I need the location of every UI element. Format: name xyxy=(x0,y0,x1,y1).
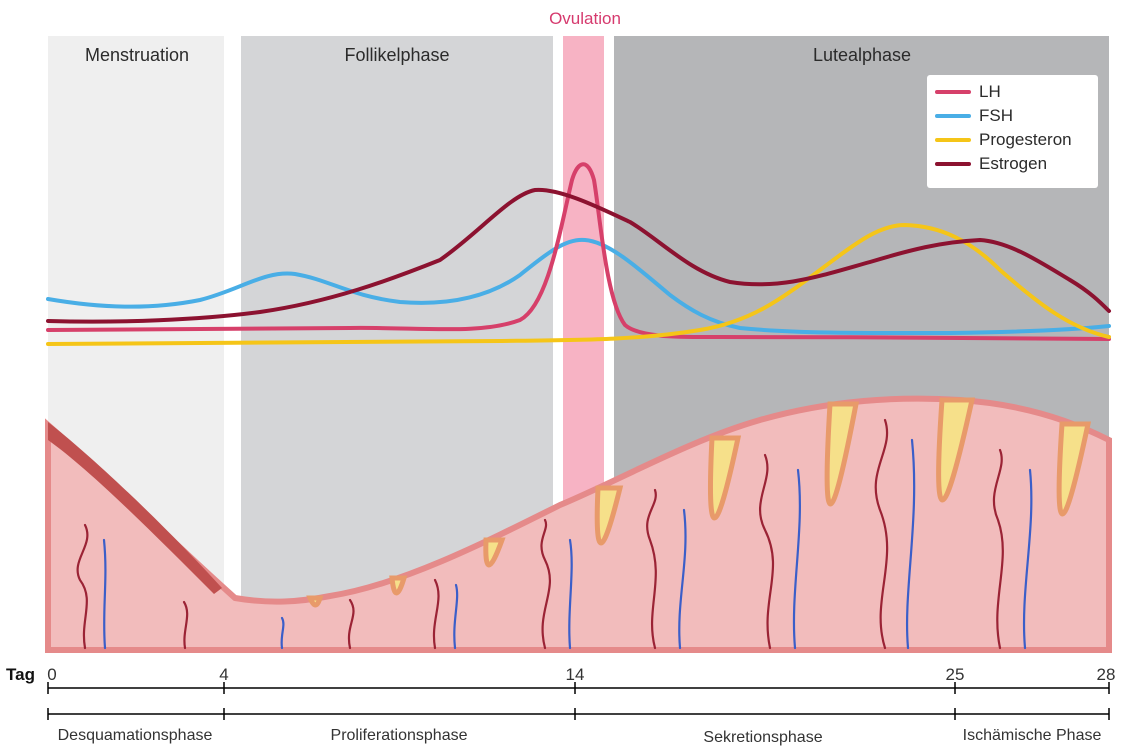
blood-vessels xyxy=(76,418,1033,650)
legend-item-progesteron: Progesteron xyxy=(935,129,1072,151)
phase-label-luteal: Lutealphase xyxy=(813,45,911,65)
artery xyxy=(992,448,1004,650)
gland xyxy=(483,537,506,568)
tick-label: 14 xyxy=(566,665,585,684)
legend-swatch-lh xyxy=(935,90,971,94)
legend-label-fsh: FSH xyxy=(979,106,1013,125)
tick-label: 0 xyxy=(47,665,56,684)
phase-proliferation: Proliferationsphase xyxy=(331,727,468,744)
shedding-layer xyxy=(48,422,222,594)
gland xyxy=(594,485,624,546)
vein xyxy=(568,538,573,650)
legend-item-estrogen: Estrogen xyxy=(935,153,1047,175)
vein xyxy=(280,616,285,650)
day-axis-ticks xyxy=(47,682,1110,694)
vein xyxy=(1022,468,1033,650)
legend-label-lh: LH xyxy=(979,82,1001,101)
vein xyxy=(678,508,687,650)
hormone-legend: LH FSH Progesteron Estrogen xyxy=(927,75,1098,188)
legend-item-lh: LH xyxy=(935,81,1001,103)
artery xyxy=(76,523,89,650)
artery xyxy=(874,418,889,650)
tick-label: 28 xyxy=(1097,665,1116,684)
phase-label-follikel: Follikelphase xyxy=(344,45,449,65)
phase-ischaemisch: Ischämische Phase xyxy=(963,727,1102,744)
legend-label-estrogen: Estrogen xyxy=(979,154,1048,173)
gland xyxy=(936,397,976,503)
artery xyxy=(646,488,657,650)
vein xyxy=(905,438,916,650)
phase-desquamation: Desquamationsphase xyxy=(58,727,213,744)
estrogen-curve xyxy=(46,187,1111,324)
ovulation-label: Ovulation xyxy=(549,9,621,28)
tick-label: 4 xyxy=(219,665,228,684)
legend-label-progesteron: Progesteron xyxy=(979,130,1072,149)
legend-swatch-estrogen xyxy=(935,162,971,166)
gland xyxy=(707,435,742,521)
gland xyxy=(824,401,860,507)
artery xyxy=(182,600,189,650)
vein xyxy=(453,583,459,650)
phase-sekretion: Sekretionsphase xyxy=(703,729,822,746)
artery xyxy=(347,598,355,650)
artery xyxy=(432,578,440,650)
progesteron-curve xyxy=(46,222,1111,346)
lh-curve xyxy=(46,162,1111,341)
tick-label: 25 xyxy=(946,665,965,684)
legend-swatch-progesteron xyxy=(935,138,971,142)
phase-label-menstruation: Menstruation xyxy=(85,45,189,65)
artery xyxy=(540,518,551,650)
legend-item-fsh: FSH xyxy=(935,105,1013,127)
uterine-glands xyxy=(306,397,1092,608)
axis-label-tag: Tag xyxy=(6,665,35,684)
vein xyxy=(102,538,107,650)
legend-swatch-fsh xyxy=(935,114,971,118)
gland xyxy=(389,575,408,596)
vein xyxy=(792,468,801,650)
gland xyxy=(1056,421,1092,517)
gland xyxy=(306,595,324,608)
artery xyxy=(759,453,775,650)
phase-axis-ticks xyxy=(47,708,1110,720)
